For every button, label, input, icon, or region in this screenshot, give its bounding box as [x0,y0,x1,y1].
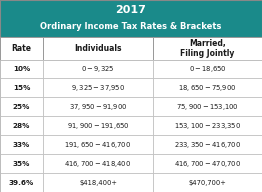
Text: $191,650 - $416,700: $191,650 - $416,700 [64,140,132,150]
Text: $75,900 - $153,100: $75,900 - $153,100 [176,102,239,112]
Bar [0,173,43,192]
Bar [43,60,153,79]
Bar [43,97,153,116]
Text: 39.6%: 39.6% [9,180,34,185]
Text: $91,900 - $191,650: $91,900 - $191,650 [67,121,129,131]
Text: Individuals: Individuals [74,44,122,53]
Text: $0-$9,325: $0-$9,325 [81,64,115,74]
Text: $37,950 - $91,900: $37,950 - $91,900 [69,102,127,112]
Bar [153,116,262,135]
Text: $18,650 - $75,900: $18,650 - $75,900 [178,83,237,93]
Text: $418,400+: $418,400+ [79,180,117,185]
Text: Rate: Rate [12,44,32,53]
Bar [153,135,262,154]
Text: $416,700- $470,700: $416,700- $470,700 [174,159,241,169]
Bar [153,97,262,116]
Text: 25%: 25% [13,104,30,110]
Bar [43,135,153,154]
Bar [153,154,262,173]
Text: Ordinary Income Tax Rates & Brackets: Ordinary Income Tax Rates & Brackets [40,22,222,31]
Bar [43,79,153,97]
Bar [0,0,262,37]
Bar [0,135,43,154]
Bar [0,60,43,79]
Text: $416,700 - $418,400: $416,700 - $418,400 [64,159,132,169]
Bar [43,116,153,135]
Bar [0,154,43,173]
Text: 10%: 10% [13,66,30,72]
Bar [0,79,43,97]
Text: 2017: 2017 [116,5,146,15]
Bar [43,173,153,192]
Text: 28%: 28% [13,123,30,129]
Bar [43,37,153,60]
Text: 33%: 33% [13,142,30,148]
Bar [153,60,262,79]
Text: $233,350 - $416,700: $233,350 - $416,700 [174,140,241,150]
Bar [43,154,153,173]
Text: 35%: 35% [13,161,30,167]
Bar [0,116,43,135]
Text: $0 - $18,650: $0 - $18,650 [189,64,226,74]
Bar [153,79,262,97]
Text: Married,
Filing Jointly: Married, Filing Jointly [180,39,235,58]
Text: $9,325 - $37,950: $9,325 - $37,950 [71,83,125,93]
Bar [0,37,43,60]
Bar [153,173,262,192]
Bar [153,37,262,60]
Text: 15%: 15% [13,85,30,91]
Bar [0,97,43,116]
Text: $153,100 - $233,350: $153,100 - $233,350 [174,121,241,131]
Text: $470,700+: $470,700+ [189,180,226,185]
